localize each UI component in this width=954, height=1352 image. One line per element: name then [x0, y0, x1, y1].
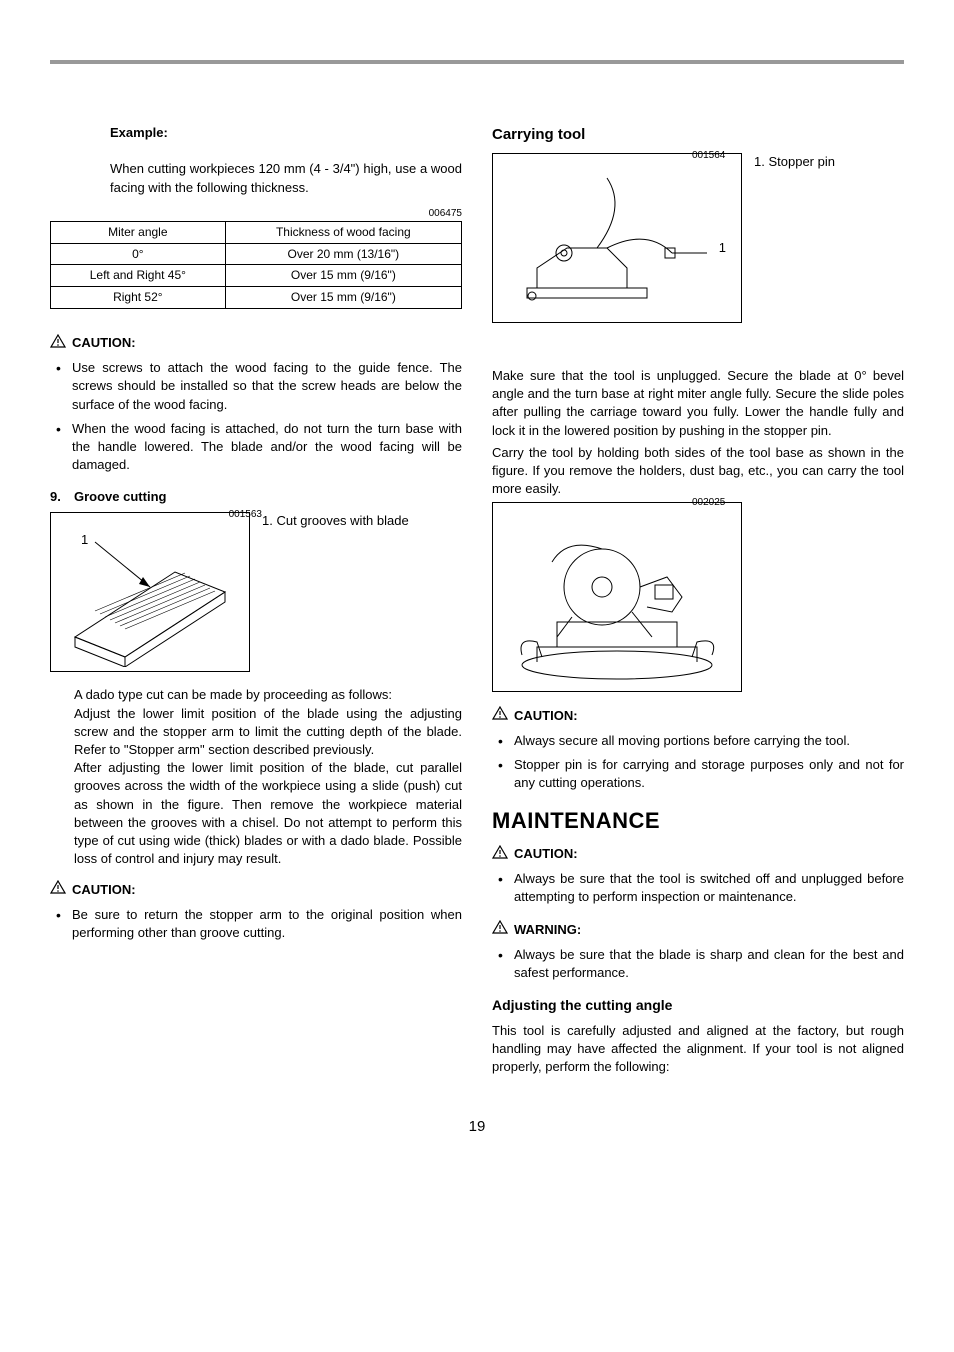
table-cell: 0°	[51, 243, 226, 265]
caption-number: 1.	[262, 513, 273, 528]
figure-caption: 1. Cut grooves with blade	[262, 512, 409, 672]
wood-facing-table: Miter angle Thickness of wood facing 0° …	[50, 221, 462, 309]
caution-label: CAUTION:	[514, 845, 578, 863]
caution-heading: CAUTION:	[492, 706, 904, 725]
caution-heading: CAUTION:	[492, 845, 904, 864]
callout-number: 1	[81, 531, 88, 549]
adjust-heading: Adjusting the cutting angle	[492, 996, 904, 1016]
adjust-text: This tool is carefully adjusted and alig…	[492, 1022, 904, 1077]
table-header: Miter angle	[51, 221, 226, 243]
dado-text: A dado type cut can be made by proceedin…	[74, 686, 462, 868]
figure-stopper-pin: 1 1. Stopper pin	[492, 153, 904, 323]
maintenance-heading: MAINTENANCE	[492, 806, 904, 837]
warning-item: Always be sure that the blade is sharp a…	[492, 946, 904, 982]
example-block: Example: When cutting workpieces 120 mm …	[110, 124, 462, 197]
caution-item: Use screws to attach the wood facing to …	[50, 359, 462, 414]
figure-groove-cutting: 1	[50, 512, 462, 672]
caution-label: CAUTION:	[72, 334, 136, 352]
left-column: Example: When cutting workpieces 120 mm …	[50, 124, 462, 1076]
caution-item: Be sure to return the stopper arm to the…	[50, 906, 462, 942]
caution-heading: CAUTION:	[50, 334, 462, 353]
table-cell: Right 52°	[51, 287, 226, 309]
right-column: Carrying tool 001564 1	[492, 124, 904, 1076]
caution-list: Always secure all moving portions before…	[492, 732, 904, 793]
figure-box	[492, 502, 742, 692]
caption-text: Stopper pin	[768, 154, 835, 169]
example-text: When cutting workpieces 120 mm (4 - 3/4"…	[110, 160, 462, 196]
figure-caption: 1. Stopper pin	[754, 153, 835, 323]
table-cell: Over 15 mm (9/16")	[225, 265, 461, 287]
warning-triangle-icon	[50, 334, 66, 353]
carry-paragraph: Make sure that the tool is unplugged. Se…	[492, 367, 904, 440]
warning-triangle-icon	[50, 880, 66, 899]
stopper-pin-diagram-icon	[497, 158, 737, 318]
carry-paragraph: Carry the tool by holding both sides of …	[492, 444, 904, 499]
caution-list: Always be sure that the tool is switched…	[492, 870, 904, 906]
caution-item: Stopper pin is for carrying and storage …	[492, 756, 904, 792]
warning-label: WARNING:	[514, 921, 581, 939]
caution-label: CAUTION:	[514, 707, 578, 725]
carrying-heading: Carrying tool	[492, 124, 904, 145]
caution-list: Be sure to return the stopper arm to the…	[50, 906, 462, 942]
table-id: 006475	[50, 207, 462, 221]
two-column-layout: Example: When cutting workpieces 120 mm …	[50, 124, 904, 1076]
table-header: Thickness of wood facing	[225, 221, 461, 243]
step-number: 9.	[50, 488, 74, 506]
warning-triangle-icon	[492, 845, 508, 864]
carrying-diagram-icon	[497, 507, 737, 687]
figure-carrying	[492, 502, 904, 692]
top-rule	[50, 60, 904, 64]
step-heading: 9. Groove cutting	[50, 488, 462, 506]
table-cell: Over 20 mm (13/16")	[225, 243, 461, 265]
caution-label: CAUTION:	[72, 881, 136, 899]
step-title: Groove cutting	[74, 488, 166, 506]
example-heading: Example:	[110, 124, 462, 142]
caption-number: 1.	[754, 154, 765, 169]
caution-heading: CAUTION:	[50, 880, 462, 899]
table-cell: Left and Right 45°	[51, 265, 226, 287]
warning-triangle-icon	[492, 920, 508, 939]
warning-triangle-icon	[492, 706, 508, 725]
caption-text: Cut grooves with blade	[276, 513, 408, 528]
warning-heading: WARNING:	[492, 920, 904, 939]
caution-item: When the wood facing is attached, do not…	[50, 420, 462, 475]
caution-item: Always be sure that the tool is switched…	[492, 870, 904, 906]
page-number: 19	[50, 1116, 904, 1137]
caution-item: Always secure all moving portions before…	[492, 732, 904, 750]
figure-box: 1	[50, 512, 250, 672]
table-cell: Over 15 mm (9/16")	[225, 287, 461, 309]
caution-list: Use screws to attach the wood facing to …	[50, 359, 462, 474]
callout-number: 1	[719, 239, 726, 257]
warning-list: Always be sure that the blade is sharp a…	[492, 946, 904, 982]
figure-box: 1	[492, 153, 742, 323]
